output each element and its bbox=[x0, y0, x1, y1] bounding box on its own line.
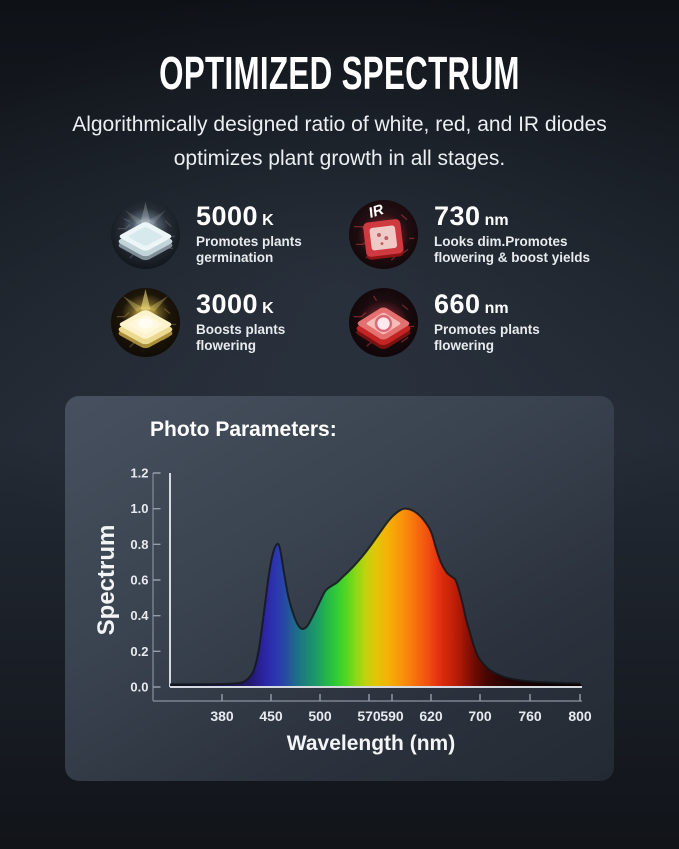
feature-unit: nm bbox=[484, 212, 509, 230]
feature-description-line: Promotes plants bbox=[196, 234, 302, 250]
feature-value-row: 730 nm bbox=[434, 203, 590, 230]
feature-description-line: flowering & boost yields bbox=[434, 249, 591, 265]
ir-label: IR bbox=[367, 202, 386, 222]
feature-value: 3000 bbox=[196, 289, 259, 320]
spectrum-chart-svg: 0.0 0.2 0.4 0.6 0.8 1.0 1.2 380 450 500 570 590 620 7… bbox=[130, 465, 592, 724]
x-tick-label: 590 bbox=[380, 708, 404, 724]
page-title: OPTIMIZED SPECTRUM bbox=[159, 47, 520, 99]
warm-led-chip-icon bbox=[110, 287, 181, 357]
chip bbox=[118, 310, 173, 348]
x-tick-label: 380 bbox=[210, 708, 234, 724]
feature-description-line: Promotes plants bbox=[434, 322, 540, 338]
y-tick-label: 0.2 bbox=[130, 644, 148, 659]
chip bbox=[363, 218, 404, 260]
x-tick-label: 800 bbox=[568, 708, 592, 724]
feature-value-row: 5000 K bbox=[196, 203, 302, 230]
diode-features: 5000 K Promotes plants germination bbox=[110, 199, 679, 358]
ir-led-chip-icon: IR bbox=[348, 199, 419, 269]
feature-value: 730 bbox=[434, 201, 481, 232]
feature-730nm: IR 730 nm Looks dim.Promotes flowering &… bbox=[348, 199, 679, 270]
chip bbox=[118, 222, 173, 260]
spectrum-area bbox=[170, 508, 582, 686]
feature-description-line: flowering bbox=[434, 337, 494, 353]
x-tick-label: 620 bbox=[419, 708, 443, 724]
x-tick-label: 760 bbox=[518, 708, 542, 724]
feature-description: Promotes plants flowering bbox=[434, 322, 540, 354]
feature-3000k: 3000 K Boosts plants flowering bbox=[110, 287, 348, 358]
feature-description: Looks dim.Promotes flowering & boost yie… bbox=[434, 234, 590, 266]
panel-title: Photo Parameters: bbox=[150, 417, 337, 441]
y-tick-label: 0.8 bbox=[130, 537, 148, 552]
feature-value-row: 3000 K bbox=[196, 291, 285, 318]
y-tick-label: 0.0 bbox=[130, 679, 148, 694]
plot-border bbox=[169, 472, 582, 688]
y-tick-label: 0.4 bbox=[130, 608, 149, 623]
page-subtitle: Algorithmically designed ratio of white,… bbox=[72, 113, 607, 171]
x-tick-label: 450 bbox=[259, 708, 283, 724]
y-axis-label: Spectrum bbox=[93, 524, 120, 636]
chip bbox=[356, 307, 411, 349]
feature-description-line: flowering bbox=[196, 337, 256, 353]
x-tick-label: 500 bbox=[308, 708, 332, 724]
feature-value: 5000 bbox=[196, 201, 259, 232]
axis-ruler bbox=[152, 472, 582, 702]
axis-ticks bbox=[153, 472, 581, 701]
feature-value: 660 bbox=[434, 289, 481, 320]
white-led-chip-icon bbox=[110, 199, 181, 269]
feature-unit: K bbox=[262, 300, 274, 318]
feature-description-line: germination bbox=[196, 249, 274, 265]
feature-value-row: 660 nm bbox=[434, 291, 540, 318]
y-tick-label: 0.6 bbox=[130, 572, 148, 587]
photo-parameters-panel: Photo Parameters: 0.0 0.2 0.4 0.6 0.8 1.0 1.2 3… bbox=[65, 395, 614, 781]
y-tick-label: 1.2 bbox=[130, 465, 148, 480]
red-led-chip-icon bbox=[348, 287, 419, 357]
spectrum-curve bbox=[170, 507, 581, 686]
y-tick-label: 1.0 bbox=[130, 501, 148, 516]
x-tick-label: 570 bbox=[357, 708, 381, 724]
feature-660nm: 660 nm Promotes plants flowering bbox=[348, 287, 679, 358]
feature-unit: nm bbox=[484, 300, 509, 318]
x-axis-label: Wavelength (nm) bbox=[286, 731, 456, 755]
feature-description: Promotes plants germination bbox=[196, 234, 302, 266]
feature-description: Boosts plants flowering bbox=[196, 322, 285, 354]
x-tick-label: 700 bbox=[468, 708, 492, 724]
feature-description-line: Looks dim.Promotes bbox=[434, 234, 568, 250]
feature-5000k: 5000 K Promotes plants germination bbox=[110, 199, 348, 270]
feature-description-line: Boosts plants bbox=[196, 322, 286, 338]
feature-unit: K bbox=[262, 212, 274, 230]
